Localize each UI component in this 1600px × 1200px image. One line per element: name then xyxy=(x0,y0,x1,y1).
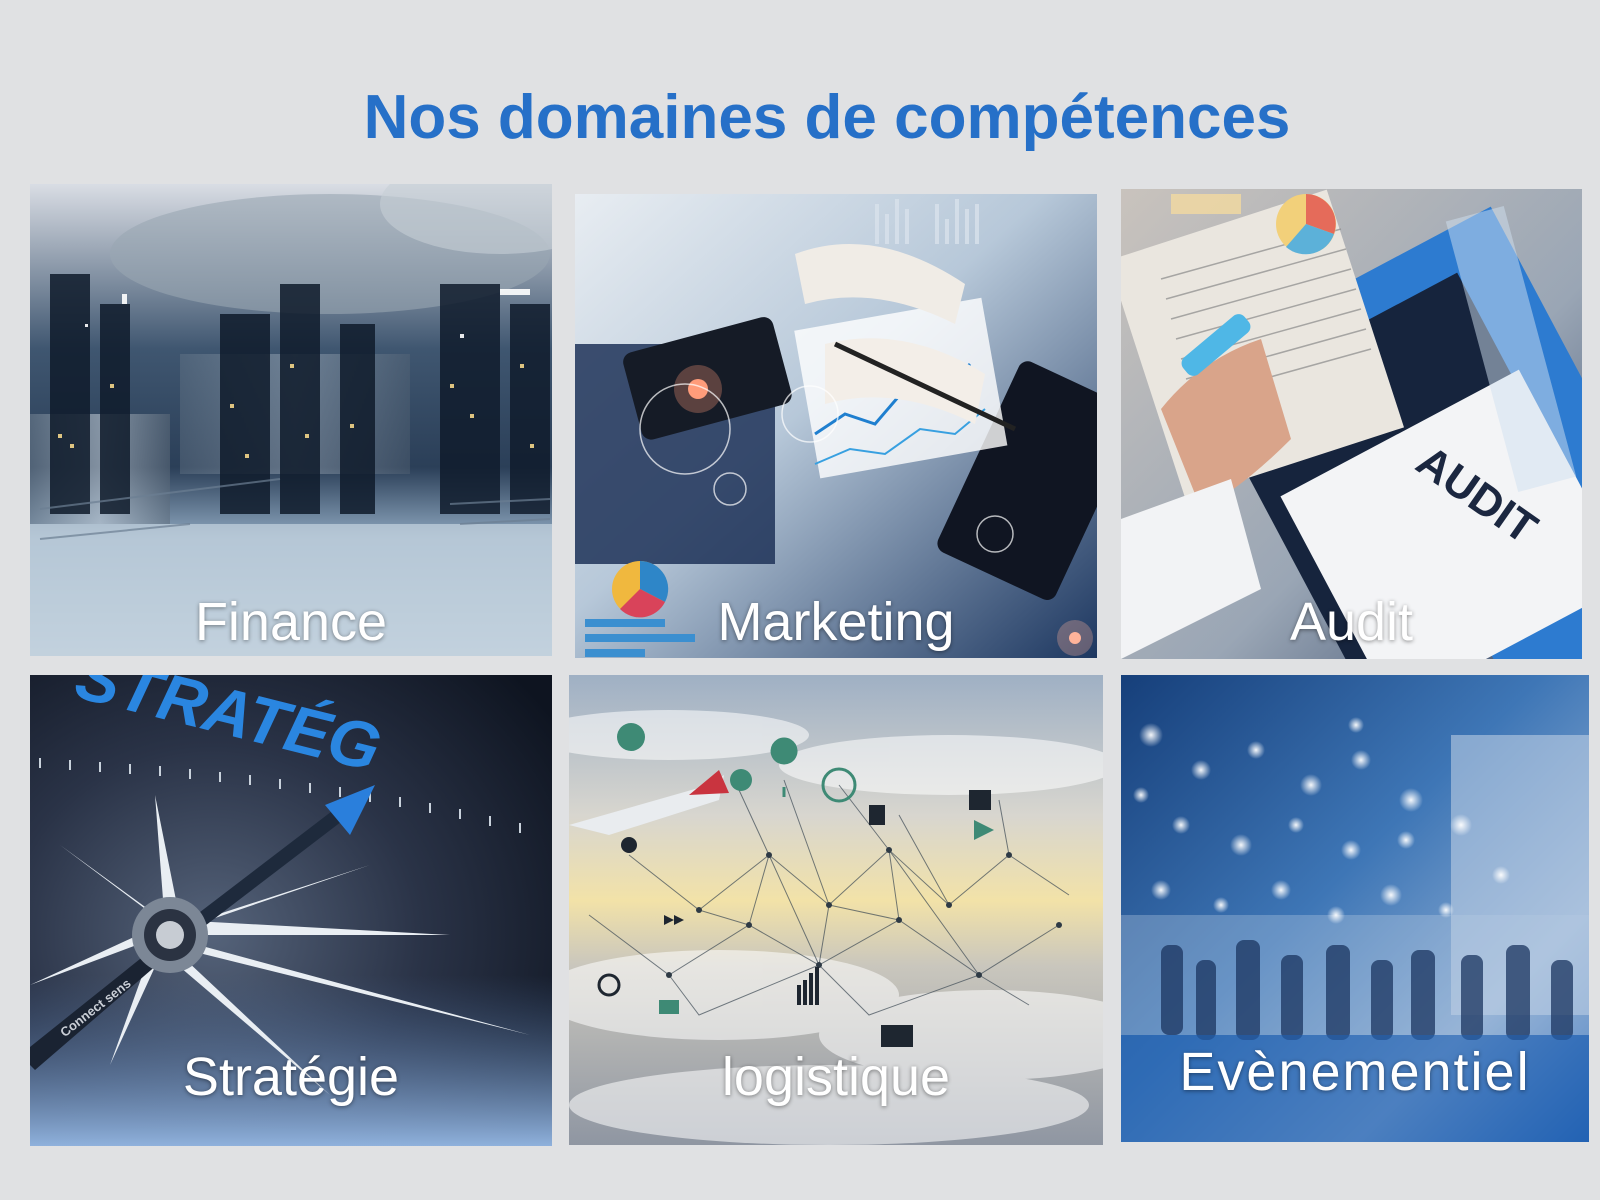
page-title: Nos domaines de compétences xyxy=(363,83,1291,152)
marketing-image xyxy=(575,194,1097,658)
tile-label-evenementiel: Evènementiel xyxy=(1179,1042,1531,1102)
tile-evenementiel[interactable]: Evènementiel xyxy=(1121,675,1589,1142)
audit-image: AUDIT xyxy=(1121,189,1582,659)
tile-label-marketing: Marketing xyxy=(717,592,955,652)
strategie-image: STRATÉG Connect sens xyxy=(30,675,552,1146)
tile-finance[interactable]: Finance xyxy=(30,184,552,656)
tile-label-finance: Finance xyxy=(194,592,388,652)
tile-logistique[interactable]: logistique xyxy=(569,675,1103,1145)
tile-label-logistique: logistique xyxy=(721,1047,951,1107)
logistique-image xyxy=(569,675,1103,1145)
evenementiel-image xyxy=(1121,675,1589,1142)
tile-audit[interactable]: AUDIT Audit xyxy=(1121,189,1582,659)
tile-label-strategie: Stratégie xyxy=(182,1047,400,1107)
tile-marketing[interactable]: Marketing xyxy=(575,194,1097,658)
tile-label-audit: Audit xyxy=(1289,592,1414,652)
finance-image xyxy=(30,184,552,656)
tile-strategie[interactable]: STRATÉG Connect sens S xyxy=(30,675,552,1146)
